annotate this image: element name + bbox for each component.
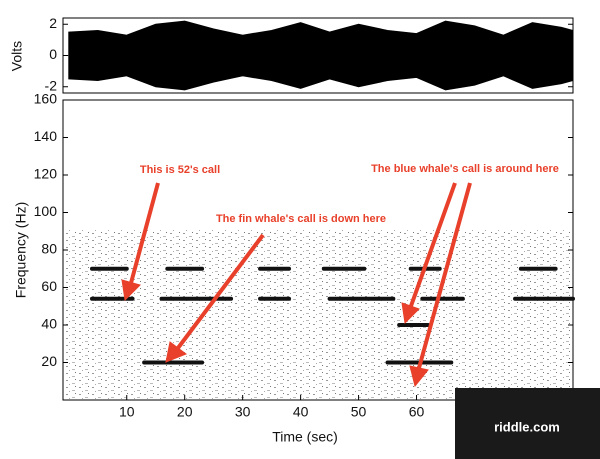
y-tick-label: 100 (34, 203, 58, 219)
x-tick-label: 30 (235, 404, 251, 420)
noise-texture (63, 230, 573, 400)
watermark-box (455, 388, 600, 459)
x-tick-label: 40 (293, 404, 309, 420)
y-tick-label: 20 (41, 353, 57, 369)
x-tick-label: 60 (409, 404, 425, 420)
y-tick-label: 80 (41, 241, 57, 257)
watermark: riddle.com (494, 419, 560, 434)
waveform-upper (68, 20, 574, 56)
x-axis-label: Time (sec) (272, 429, 338, 445)
x-tick-label: 50 (351, 404, 367, 420)
x-tick-label: 20 (177, 404, 193, 420)
y-tick-label: 160 (34, 91, 58, 107)
y-tick-label: 60 (41, 278, 57, 294)
y-tick-label: 2 (49, 15, 57, 31)
y-tick-label: 40 (41, 316, 57, 332)
y-tick-label: 140 (34, 128, 58, 144)
y-axis-label: Volts (9, 41, 25, 71)
y-tick-label: 0 (49, 46, 57, 62)
annotation: This is 52's call (140, 164, 220, 176)
y-tick-label: 120 (34, 166, 58, 182)
y-axis-label: Frequency (Hz) (13, 202, 29, 298)
annotation: The blue whale's call is around here (371, 163, 559, 175)
y-tick-label: -2 (45, 77, 58, 93)
annotation: The fin whale's call is down here (216, 213, 386, 225)
waveform-lower (68, 55, 574, 91)
arrows (121, 182, 472, 388)
x-tick-label: 10 (119, 404, 135, 420)
